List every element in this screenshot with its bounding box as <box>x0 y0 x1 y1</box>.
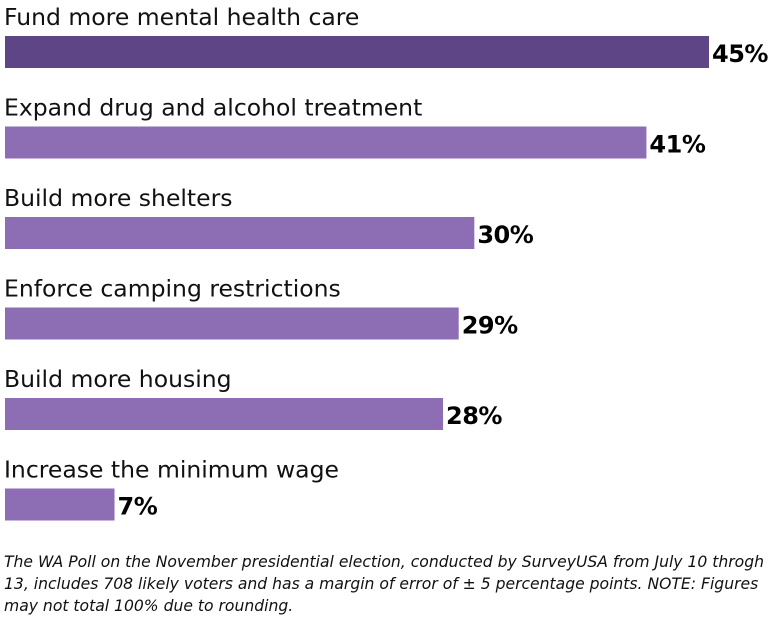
category-label: Enforce camping restrictions <box>4 275 341 303</box>
bar <box>5 488 115 521</box>
footnote: The WA Poll on the November presidential… <box>4 553 764 615</box>
category-label: Build more shelters <box>4 184 233 212</box>
category-label: Build more housing <box>4 365 232 393</box>
value-label: 29% <box>462 312 518 340</box>
value-label: 7% <box>118 493 158 521</box>
bar <box>5 36 709 68</box>
value-label: 41% <box>649 131 705 159</box>
value-label: 30% <box>477 221 533 249</box>
category-label: Expand drug and alcohol treatment <box>4 94 422 122</box>
category-label: Increase the minimum wage <box>4 456 339 484</box>
category-label: Fund more mental health care <box>4 3 359 31</box>
bar <box>5 126 647 159</box>
bar <box>5 217 475 249</box>
bar <box>5 307 459 340</box>
value-label: 28% <box>446 402 502 430</box>
bar-chart: Fund more mental health care 45% Expand dr… <box>4 3 769 521</box>
bar <box>5 398 444 430</box>
value-label: 45% <box>712 40 768 68</box>
